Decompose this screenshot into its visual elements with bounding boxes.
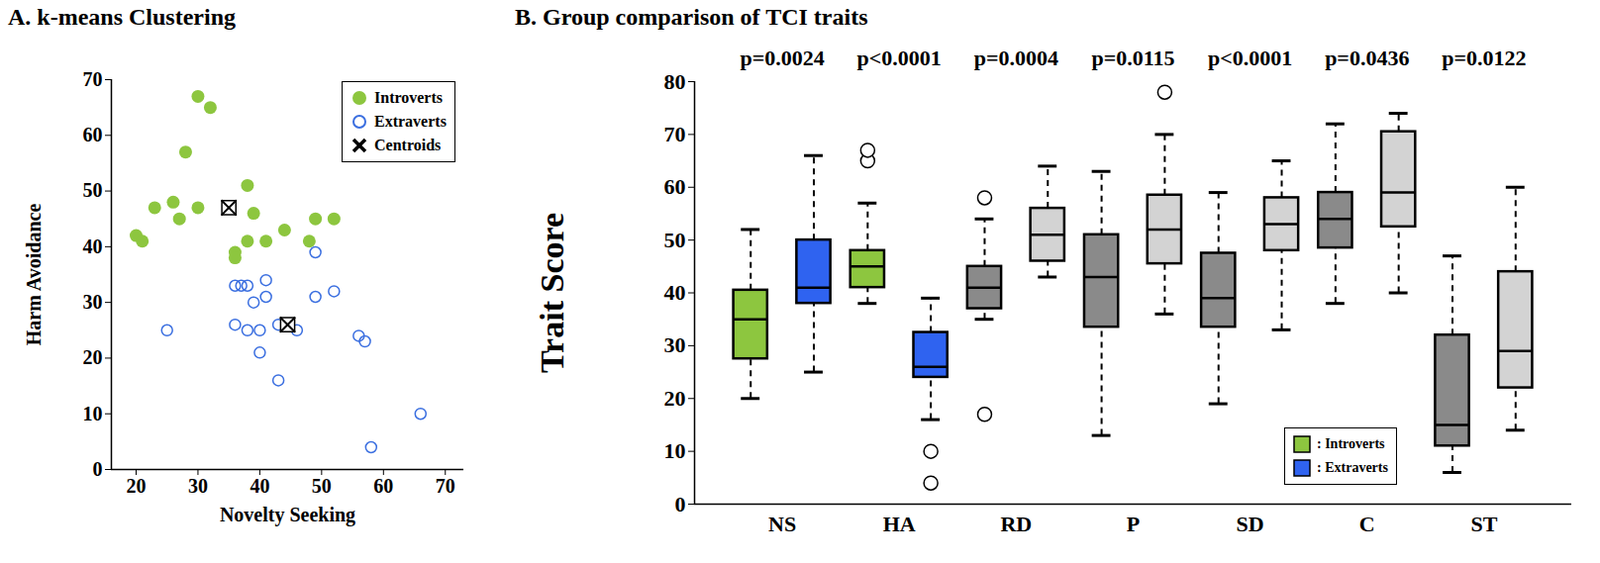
svg-text:p=0.0024: p=0.0024 [739,45,824,71]
svg-text:60: 60 [664,174,687,200]
svg-text:50: 50 [83,179,103,201]
svg-text:20: 20 [125,475,146,498]
svg-text:Harm Avoidance: Harm Avoidance [22,203,45,347]
html-text:B. Group comparison of TCI tra: B. Group comparison of TCI traits [514,3,868,30]
svg-text:0: 0 [675,492,687,517]
svg-text:p=0.0004: p=0.0004 [974,45,1059,71]
svg-text:10: 10 [83,402,103,425]
html-text:A. k-means Clustering: A. k-means Clustering [7,3,236,30]
svg-text:60: 60 [83,123,103,146]
svg-text:40: 40 [664,280,687,305]
html-text:: Extraverts: : Extraverts [1316,460,1389,476]
svg-text:20: 20 [83,346,103,369]
html-text:: Introverts: : Introverts [1316,436,1385,452]
svg-text:30: 30 [664,332,687,358]
svg-text:p=0.0436: p=0.0436 [1324,45,1409,71]
svg-text:NS: NS [768,511,797,537]
svg-text:70: 70 [435,475,456,498]
svg-text:C: C [1359,511,1376,537]
svg-text:10: 10 [664,438,687,464]
svg-text:60: 60 [373,475,394,498]
svg-text:Novelty Seeking: Novelty Seeking [219,503,356,527]
svg-text:80: 80 [664,69,687,95]
svg-text:ST: ST [1470,511,1498,537]
html-text:Centroids: Centroids [374,136,441,154]
svg-text:SD: SD [1236,511,1265,537]
svg-text:40: 40 [249,475,270,498]
svg-text:RD: RD [1000,511,1032,537]
svg-text:0: 0 [93,458,103,481]
svg-text:70: 70 [83,68,103,91]
svg-text:P: P [1126,511,1140,537]
svg-text:30: 30 [83,291,103,313]
svg-text:50: 50 [311,475,332,498]
svg-text:20: 20 [664,386,687,411]
svg-text:p<0.0001: p<0.0001 [857,45,942,71]
html-text:Extraverts: Extraverts [374,112,447,130]
svg-text:70: 70 [664,121,687,147]
svg-text:40: 40 [83,235,103,258]
html-text:Introverts: Introverts [374,89,443,106]
svg-text:p=0.0115: p=0.0115 [1091,45,1175,71]
svg-text:p<0.0001: p<0.0001 [1207,45,1293,71]
svg-text:HA: HA [883,511,916,537]
html-text:Trait Score: Trait Score [533,212,571,374]
svg-text:30: 30 [188,475,208,498]
svg-text:p=0.0122: p=0.0122 [1441,45,1526,71]
svg-text:50: 50 [664,227,687,253]
